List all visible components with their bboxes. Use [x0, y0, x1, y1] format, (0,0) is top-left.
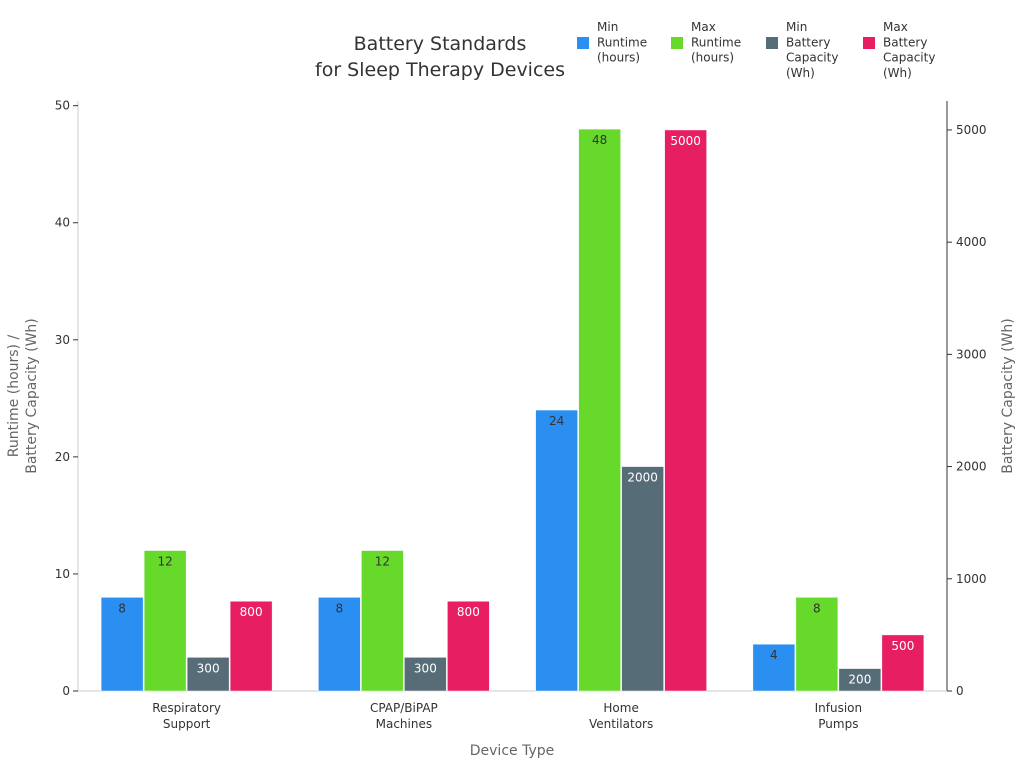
legend-label: (Wh)	[883, 66, 912, 80]
y-tick-label: 30	[55, 333, 70, 347]
y2-tick-label: 0	[956, 684, 964, 698]
bar-max-runtime-hours	[578, 128, 621, 692]
data-label: 8	[118, 601, 126, 615]
y2-axis-title: Battery Capacity (Wh)	[1000, 318, 1016, 474]
y2-tick-label: 1000	[956, 572, 987, 586]
data-label: 8	[813, 601, 821, 615]
data-label: 48	[592, 133, 607, 147]
x-tick-label: CPAP/BiPAP	[370, 701, 438, 715]
legend-label: (Wh)	[786, 66, 815, 80]
bar-max-battery-capacity-wh	[447, 600, 490, 692]
legend-label: (hours)	[691, 51, 734, 65]
x-tick-label: Support	[163, 717, 211, 731]
bar-min-runtime-hours	[318, 597, 361, 692]
x-tick-label: Infusion	[815, 701, 863, 715]
legend-swatch	[766, 37, 778, 49]
data-label: 300	[197, 661, 220, 675]
x-tick-label: Home	[603, 701, 638, 715]
bar-min-runtime-hours	[100, 597, 144, 692]
y-tick-label: 40	[55, 216, 70, 230]
legend-label: Max	[691, 20, 716, 34]
legend-swatch	[577, 37, 589, 49]
y-tick-label: 50	[55, 99, 70, 113]
y2-tick-label: 4000	[956, 235, 987, 249]
legend-label: Battery	[883, 35, 927, 49]
bar-max-battery-capacity-wh	[664, 129, 707, 692]
x-tick-label: Ventilators	[589, 717, 653, 731]
data-label: 8	[336, 601, 344, 615]
x-tick-label: Machines	[376, 717, 432, 731]
chart-title: Battery Standards	[354, 33, 527, 55]
bar-min-battery-capacity-wh	[186, 657, 230, 692]
legend-label: Runtime	[691, 35, 741, 49]
bar-min-battery-capacity-wh	[838, 668, 882, 692]
legend-label: Capacity	[786, 51, 838, 65]
bar-max-runtime-hours	[361, 550, 404, 692]
legend-swatch	[671, 37, 683, 49]
bar-min-runtime-hours	[535, 409, 578, 692]
x-axis-title: Device Type	[470, 743, 555, 759]
data-label: 300	[414, 661, 437, 675]
y2-tick-label: 5000	[956, 123, 987, 137]
x-tick-label: Pumps	[818, 717, 858, 731]
data-label: 200	[848, 673, 871, 687]
bar-max-battery-capacity-wh	[229, 600, 273, 692]
bar-min-battery-capacity-wh	[621, 466, 664, 692]
legend-label: Runtime	[597, 35, 647, 49]
legend-label: Capacity	[883, 51, 935, 65]
y-tick-label: 0	[62, 684, 70, 698]
y-tick-label: 20	[55, 450, 70, 464]
data-label: 12	[157, 555, 172, 569]
bar-max-runtime-hours	[143, 550, 187, 692]
bar-max-battery-capacity-wh	[881, 634, 925, 692]
chart-title: for Sleep Therapy Devices	[315, 59, 565, 81]
x-tick-label: Respiratory	[152, 701, 221, 715]
data-label: 2000	[627, 471, 658, 485]
data-label: 12	[375, 555, 390, 569]
bar-max-runtime-hours	[795, 597, 839, 692]
data-label: 500	[891, 639, 914, 653]
legend-label: Battery	[786, 35, 830, 49]
bar-min-battery-capacity-wh	[404, 657, 447, 692]
legend-swatch	[863, 37, 875, 49]
y2-tick-label: 2000	[956, 460, 987, 474]
data-label: 800	[240, 605, 263, 619]
data-label: 5000	[670, 134, 701, 148]
legend-label: Min	[597, 20, 618, 34]
legend-label: Max	[883, 20, 908, 34]
bar-min-runtime-hours	[752, 643, 796, 692]
y-tick-label: 10	[55, 567, 70, 581]
legend-label: Min	[786, 20, 807, 34]
data-label: 24	[549, 414, 564, 428]
y-axis-title: Battery Capacity (Wh)	[24, 318, 40, 474]
y-axis-title: Runtime (hours) /	[6, 335, 22, 458]
legend-label: (hours)	[597, 51, 640, 65]
y2-tick-label: 3000	[956, 347, 987, 361]
data-label: 4	[770, 648, 778, 662]
data-label: 800	[457, 605, 480, 619]
